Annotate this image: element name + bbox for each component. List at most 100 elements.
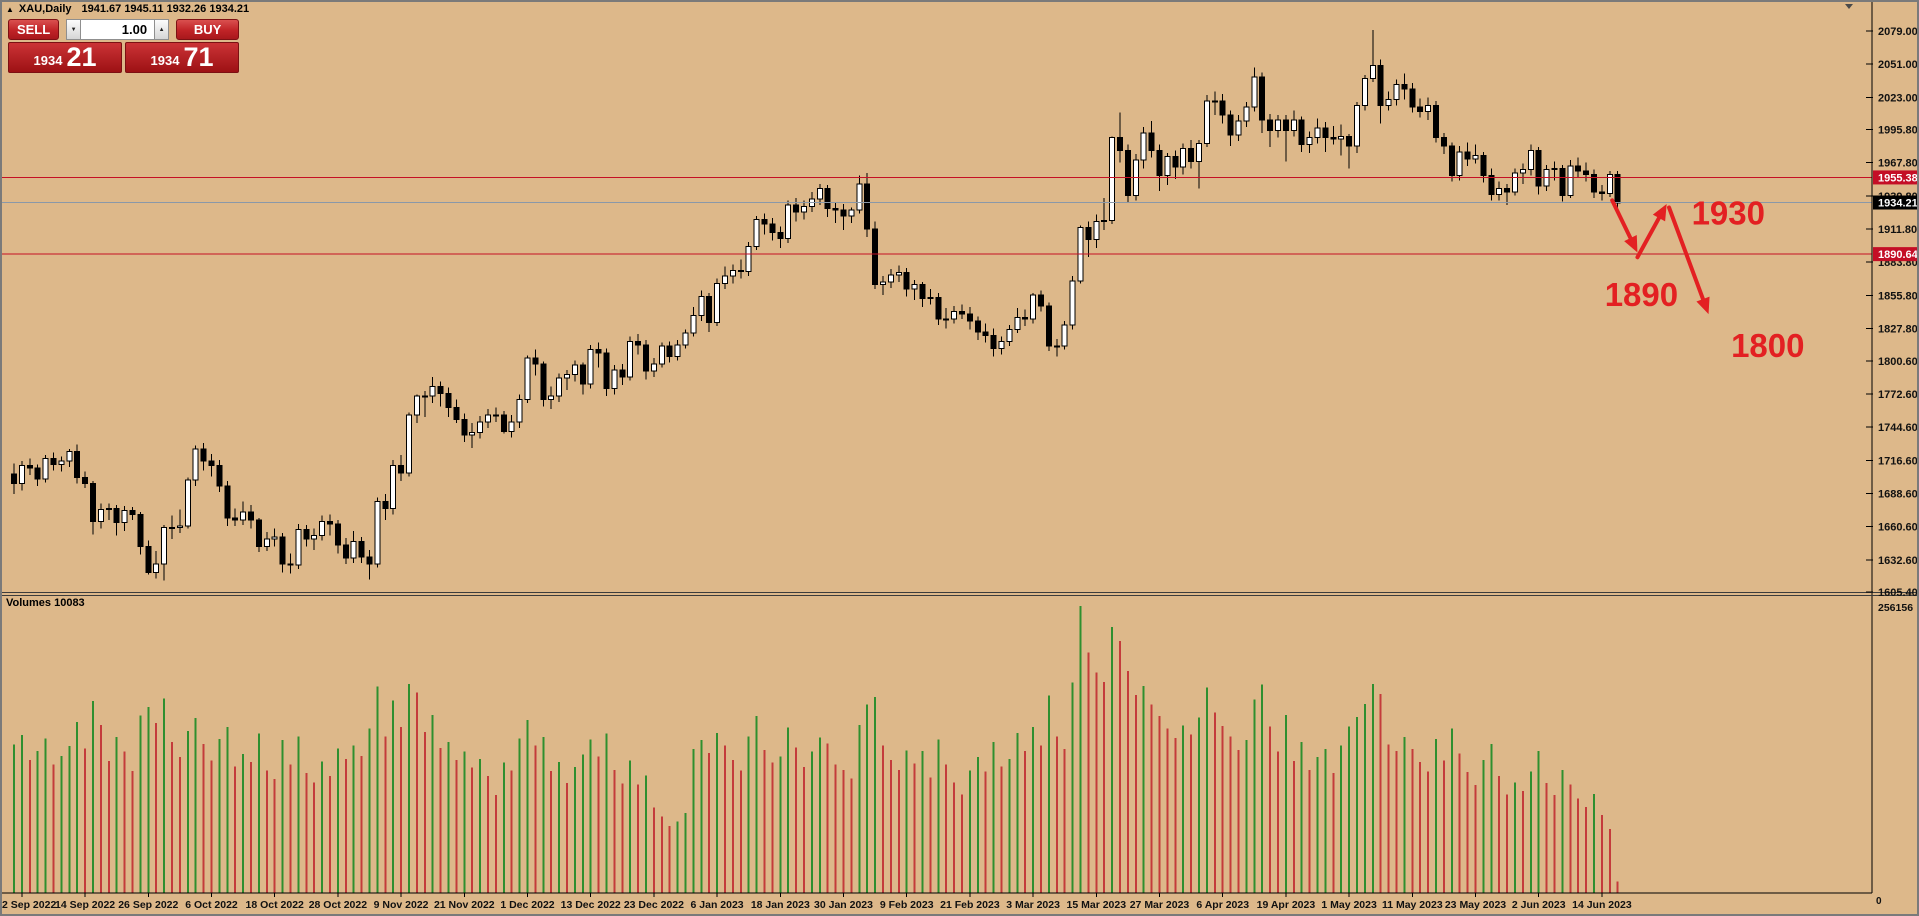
annotation-arrowhead[interactable] [1696, 296, 1710, 315]
volume-bar [1561, 769, 1564, 893]
price-tick-label: 2051.00 [1878, 59, 1918, 71]
annotation-arrow[interactable] [1635, 208, 1665, 260]
volume-bar [905, 750, 908, 893]
volume-bar [1198, 717, 1200, 893]
volume-bar [787, 727, 790, 893]
volume-bar [68, 746, 71, 893]
bull-candle-body [1567, 165, 1574, 197]
volume-bar [250, 762, 252, 893]
volume-bar [415, 692, 418, 893]
volume-bar [131, 771, 134, 893]
bear-candle-body [1022, 317, 1029, 320]
volume-bar [289, 764, 292, 893]
date-tick-label: 23 May 2023 [1445, 899, 1506, 911]
volume-bar [668, 826, 671, 893]
bull-candle-body [674, 344, 681, 358]
bull-candle-body [524, 357, 531, 400]
volume-bar [329, 775, 331, 893]
bear-candle-body [532, 357, 539, 365]
chart-shift-marker[interactable] [1845, 4, 1853, 9]
volume-bar [1237, 749, 1240, 893]
bear-candle-body [1282, 119, 1289, 132]
volume-bar [652, 807, 655, 893]
annotation-price-text[interactable]: 1890 [1605, 276, 1678, 313]
buy-button[interactable]: BUY [176, 19, 239, 40]
volume-bar [1245, 740, 1248, 893]
bull-candle-body [1393, 83, 1400, 101]
volume-bar [305, 772, 308, 893]
volume-bar [747, 736, 750, 893]
volume-bar [360, 755, 363, 893]
bull-candle-body [1235, 120, 1242, 136]
volume-bar [1545, 782, 1548, 893]
price-tick-label: 1744.60 [1878, 422, 1918, 434]
bull-candle-body [729, 269, 736, 277]
volume-bar [629, 760, 632, 893]
volume-bar [692, 749, 695, 893]
volume-bar [1458, 753, 1461, 893]
bull-candle-body [492, 414, 499, 417]
sell-price-button[interactable]: 1934 21 [8, 42, 122, 73]
volume-bar [1348, 726, 1351, 893]
bear-candle-body [11, 473, 17, 484]
volume-bar [1111, 626, 1114, 893]
annotation-price-text[interactable]: 1800 [1731, 327, 1804, 364]
volume-bar [1324, 748, 1327, 893]
bull-candle-body [1203, 100, 1210, 145]
volume-bar [273, 778, 276, 893]
volume-bar [763, 749, 766, 893]
volume-input[interactable] [81, 19, 155, 40]
volume-bar [210, 760, 213, 893]
volume-bar [1419, 762, 1422, 893]
bear-candle-body [1504, 188, 1511, 193]
bear-candle-body [366, 556, 373, 565]
date-tick-label: 11 May 2023 [1382, 899, 1443, 911]
volume-bar [84, 748, 87, 893]
volume-bar [1292, 761, 1295, 893]
sell-button[interactable]: SELL [8, 19, 60, 40]
current-price-badge [1873, 195, 1919, 210]
price-badge-label: 1890.64 [1878, 249, 1919, 261]
bull-candle-body [848, 209, 855, 217]
bull-candle-body [516, 398, 523, 423]
volume-bar [597, 756, 600, 893]
volume-bar [1087, 652, 1090, 893]
annotation-price-text[interactable]: 1930 [1692, 194, 1765, 231]
annotation-arrow[interactable] [1667, 205, 1708, 309]
volume-increase-button[interactable]: ▲ [154, 19, 170, 40]
volume-bar [257, 733, 260, 893]
volume-bar [1506, 794, 1509, 893]
volume-bar [1300, 741, 1303, 893]
volume-bar [550, 770, 553, 893]
annotation-arrow[interactable] [1610, 198, 1636, 248]
buy-price-button[interactable]: 1934 71 [125, 42, 239, 73]
volume-bar [953, 782, 956, 893]
date-tick-label: 1 Dec 2022 [500, 899, 554, 911]
bear-candle-body [327, 520, 333, 525]
bear-candle-body [1322, 127, 1329, 139]
volume-bar [645, 775, 647, 893]
bear-candle-body [643, 344, 649, 372]
bear-candle-body [461, 419, 468, 436]
date-tick-label: 3 Mar 2023 [1006, 899, 1060, 911]
price-tick-label: 1967.80 [1878, 158, 1918, 170]
volume-bar [455, 760, 458, 893]
volume-decrease-button[interactable]: ▼ [66, 19, 82, 40]
expand-triangle-icon: ▲ [6, 4, 14, 14]
price-tick-label: 1716.60 [1878, 455, 1918, 467]
price-badge-label: 1955.38 [1878, 172, 1918, 184]
bear-candle-body [34, 467, 41, 480]
bear-candle-body [1298, 119, 1305, 146]
volume-bar [487, 775, 489, 893]
bull-candle-body [390, 465, 397, 509]
bear-candle-body [398, 465, 405, 474]
volume-bar [1308, 770, 1311, 893]
date-tick-label: 14 Sep 2022 [55, 899, 115, 911]
volume-bar [929, 777, 932, 893]
annotation-arrowhead[interactable] [1624, 235, 1638, 253]
bull-candle-body [1551, 167, 1558, 171]
annotation-arrowhead[interactable] [1652, 203, 1667, 222]
volume-bar [115, 737, 118, 893]
volume-bar [479, 758, 482, 893]
